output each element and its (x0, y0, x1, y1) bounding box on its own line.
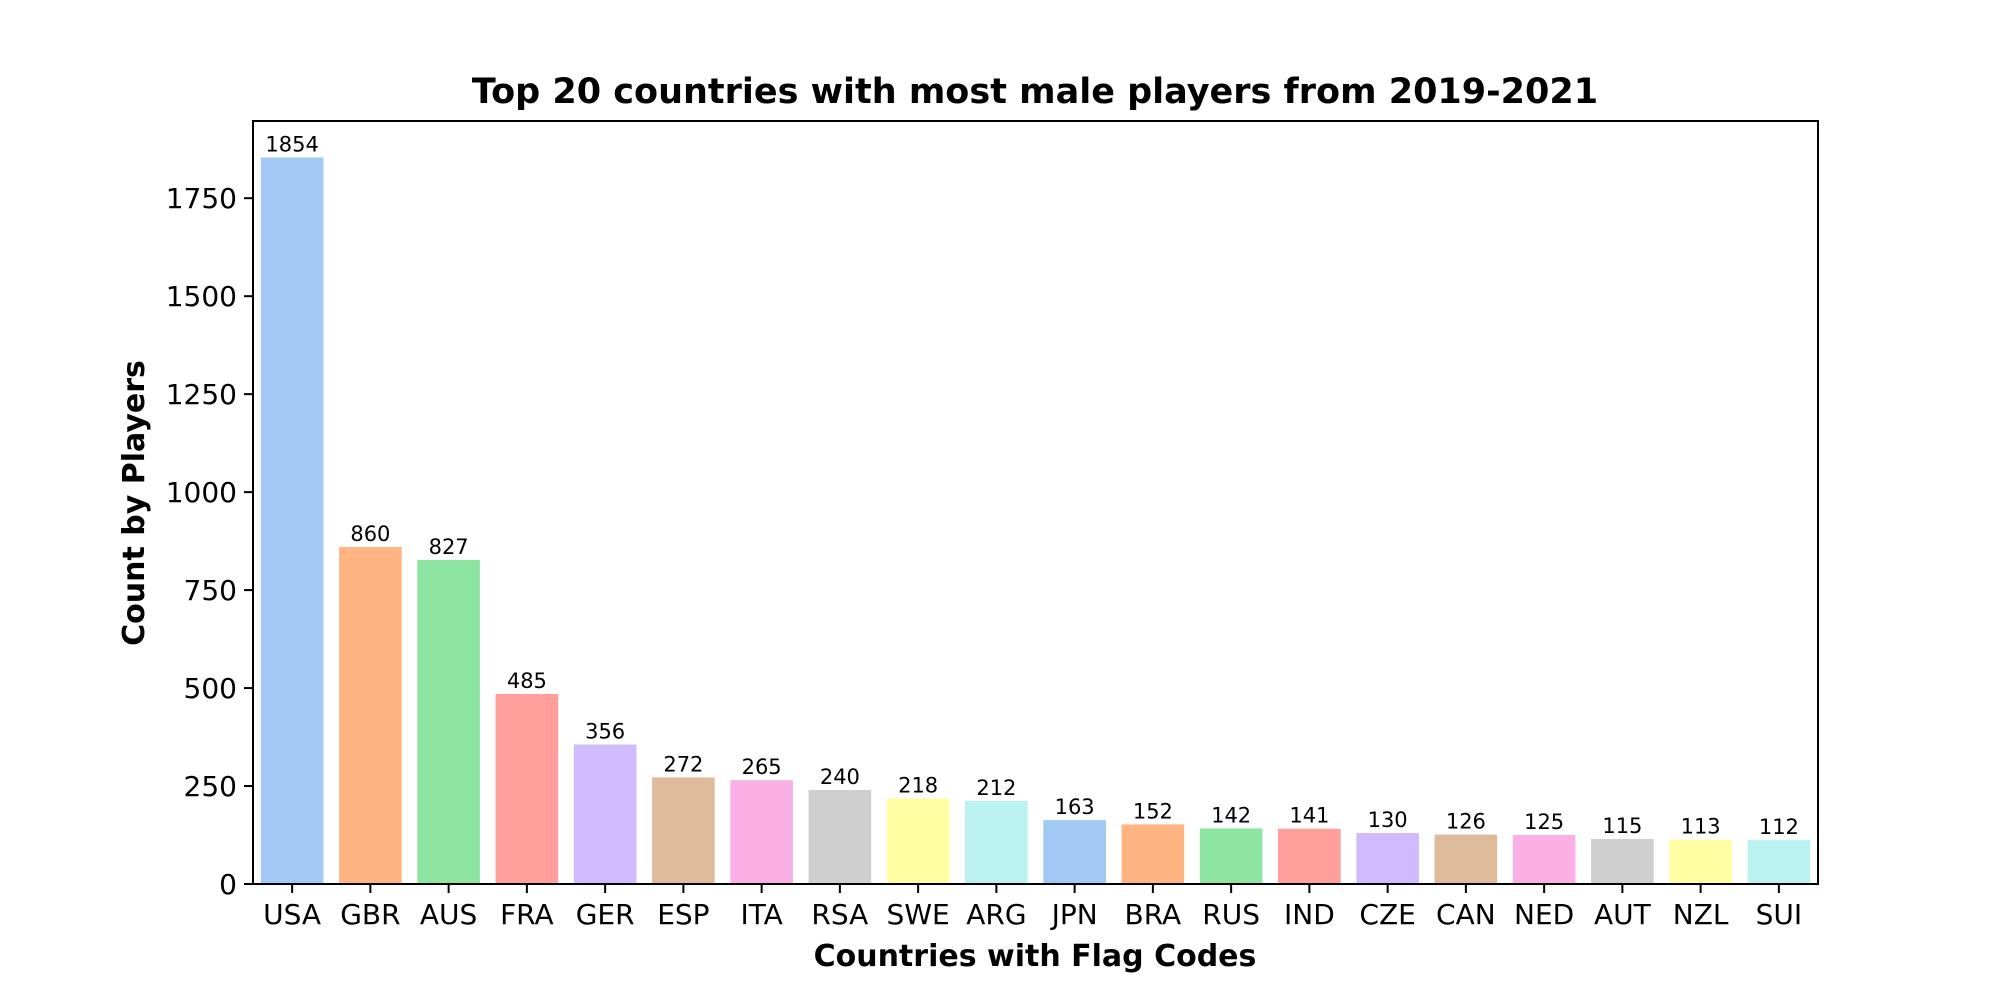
y-axis-ticks: 0 250 500 750 1000 1250 1500 1750 (166, 182, 253, 901)
x-tick-label-swe: SWE (887, 898, 950, 931)
bar-esp (652, 777, 715, 884)
bar-ind (1278, 828, 1341, 884)
y-tick-label-1500: 1500 (166, 280, 237, 313)
bar-swe (886, 798, 950, 884)
data-label-ita: 265 (742, 755, 782, 779)
data-label-cze: 130 (1368, 808, 1408, 832)
data-label-sui: 112 (1759, 815, 1799, 839)
x-tick-label-ned: NED (1514, 898, 1574, 931)
data-label-ind: 141 (1289, 804, 1329, 828)
x-tick-label-jpn: JPN (1050, 898, 1098, 931)
bar-jpn (1043, 820, 1106, 884)
y-tick-label-750: 750 (184, 574, 237, 607)
data-label-ned: 125 (1524, 810, 1564, 834)
bar-ned (1512, 835, 1576, 884)
y-tick-label-1750: 1750 (166, 182, 237, 215)
data-label-ger: 356 (585, 719, 625, 743)
bar-aus (417, 559, 480, 884)
chart-title: Top 20 countries with most male players … (472, 72, 1598, 112)
x-tick-label-aus: AUS (420, 898, 477, 931)
y-tick-label-1250: 1250 (166, 378, 237, 411)
x-tick-label-cze: CZE (1359, 898, 1415, 931)
x-tick-label-fra: FRA (500, 898, 554, 931)
y-tick-label-250: 250 (184, 770, 237, 803)
data-label-can: 126 (1446, 810, 1486, 834)
bar-fra (495, 693, 559, 884)
bar-rsa (808, 789, 872, 884)
data-label-bra: 152 (1133, 799, 1173, 823)
x-tick-label-gbr: GBR (340, 898, 400, 931)
bar-nzl (1669, 839, 1732, 884)
x-axis-ticks: USA GBR AUS FRA GER ESP ITA RSA SWE ARG JPN BRA RUS I… (263, 884, 1802, 931)
bar-aut (1591, 838, 1654, 884)
bar-ita (730, 780, 793, 884)
x-tick-label-bra: BRA (1125, 898, 1182, 931)
data-label-esp: 272 (663, 752, 703, 776)
bar-arg (965, 800, 1028, 884)
data-labels-layer: 1854 860 827 485 356 272 265 240 218 212 163 152 142… (265, 132, 1799, 839)
x-tick-label-rsa: RSA (811, 898, 868, 931)
x-tick-label-ger: GER (576, 898, 635, 931)
x-tick-label-usa: USA (263, 898, 321, 931)
x-tick-label-can: CAN (1436, 898, 1496, 931)
x-tick-label-rus: RUS (1202, 898, 1260, 931)
x-tick-label-sui: SUI (1756, 898, 1803, 931)
x-tick-label-ind: IND (1284, 898, 1335, 931)
data-label-arg: 212 (976, 776, 1016, 800)
data-label-nzl: 113 (1681, 815, 1721, 839)
y-tick-label-1000: 1000 (166, 476, 237, 509)
bar-usa (260, 157, 324, 884)
x-tick-label-nzl: NZL (1673, 898, 1729, 931)
data-label-gbr: 860 (350, 522, 390, 546)
data-label-usa: 1854 (265, 132, 318, 156)
x-axis-label: Countries with Flag Codes (814, 939, 1257, 974)
x-tick-label-aut: AUT (1594, 898, 1652, 931)
bars-layer (260, 157, 1811, 884)
data-label-swe: 218 (898, 774, 938, 798)
bar-ger (573, 744, 637, 884)
bar-can (1434, 834, 1498, 884)
bar-sui (1747, 840, 1811, 884)
data-label-aut: 115 (1602, 814, 1642, 838)
x-tick-label-esp: ESP (657, 898, 709, 931)
plot-frame (252, 120, 1819, 885)
bar-bra (1121, 824, 1185, 884)
bar-rus (1199, 828, 1263, 884)
y-tick-label-0: 0 (219, 868, 237, 901)
x-tick-label-ita: ITA (740, 898, 782, 931)
bar-cze (1356, 833, 1419, 884)
data-label-rus: 142 (1211, 803, 1251, 827)
bar-gbr (339, 546, 402, 884)
x-tick-label-arg: ARG (966, 898, 1026, 931)
y-tick-label-500: 500 (184, 672, 237, 705)
data-label-jpn: 163 (1055, 795, 1095, 819)
data-label-rsa: 240 (820, 765, 860, 789)
data-label-aus: 827 (429, 535, 469, 559)
data-label-fra: 485 (507, 669, 547, 693)
y-axis-label: Count by Players (117, 360, 152, 646)
